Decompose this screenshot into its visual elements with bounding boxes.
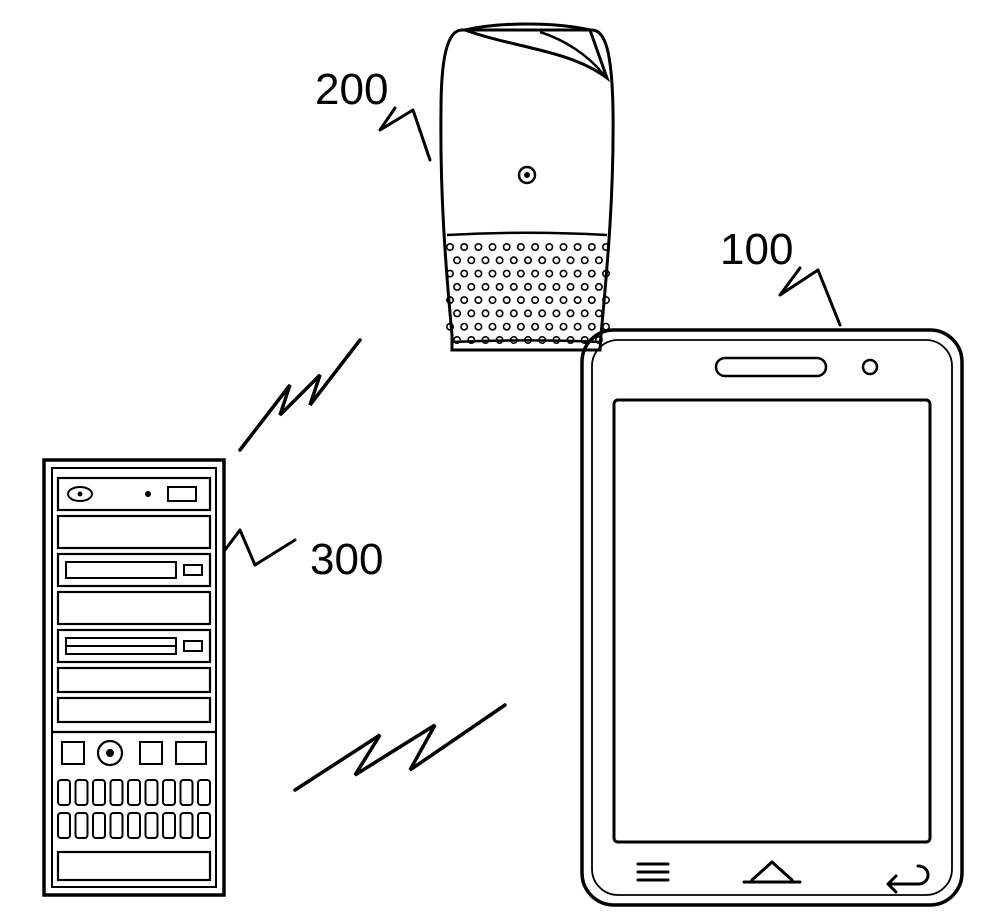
server-vents bbox=[58, 780, 210, 838]
device-phone bbox=[582, 330, 962, 905]
device-server bbox=[44, 460, 224, 895]
wireless-server-speaker bbox=[240, 340, 360, 450]
diagram-canvas: 200 100 300 bbox=[0, 0, 1000, 914]
leader-speaker bbox=[380, 108, 430, 160]
device-speaker bbox=[441, 24, 613, 350]
speaker-grille bbox=[447, 244, 609, 343]
phone-nav-menu-icon bbox=[638, 864, 668, 880]
leader-phone bbox=[780, 268, 840, 325]
phone-nav-back-icon bbox=[888, 866, 928, 892]
wireless-server-phone bbox=[295, 705, 505, 790]
leader-server bbox=[225, 530, 295, 565]
phone-nav-home-icon bbox=[744, 862, 800, 882]
diagram-svg bbox=[0, 0, 1000, 914]
